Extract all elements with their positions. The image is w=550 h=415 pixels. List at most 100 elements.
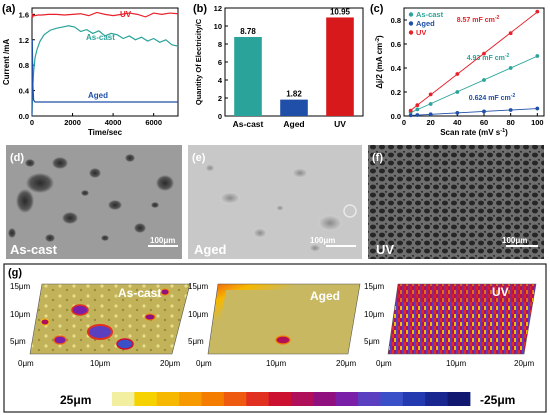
- point-uv-2: [428, 92, 433, 97]
- xtick-label-c-5: 100: [531, 118, 544, 127]
- ytick-label-b-3: 6: [218, 58, 222, 67]
- ytick-label-c-3: 0.6: [391, 40, 401, 49]
- panel-f-letter: (f): [372, 152, 383, 164]
- afm-aged-spot: [275, 335, 291, 345]
- point-uv-3: [455, 72, 460, 76]
- afm-map-uv: UV 15μm 10μm 5μm 0μm 10μm 20μm: [364, 282, 537, 368]
- colorbar-swatch-15: [447, 392, 471, 406]
- afm2-xtick-1: 10μm: [266, 359, 287, 368]
- category-label-uv: UV: [334, 119, 346, 129]
- ytick-label-a-4: 1.6: [19, 10, 29, 19]
- series-label-uv: UV: [120, 10, 132, 19]
- annotation-aged: 0.624 mF cm-2: [469, 93, 516, 102]
- panel-d-letter: (d): [10, 152, 24, 164]
- bar-aged: [280, 99, 308, 116]
- point-as-cast-2: [428, 102, 433, 106]
- plot-frame-c: [403, 7, 545, 117]
- point-aged-5: [508, 108, 513, 112]
- panel-g: (g) As-cast 15μm 10μm 5μm 0μm 10μm 20μm: [0, 262, 550, 415]
- afm1-ytick-0: 15μm: [10, 282, 31, 291]
- point-aged-3: [455, 110, 460, 115]
- ytick-label-a-3: 1.2: [19, 36, 29, 45]
- colorbar-swatch-12: [380, 392, 404, 406]
- colorbar-swatch-14: [425, 392, 449, 406]
- afm3-xtick-0: 0μm: [376, 359, 392, 368]
- afm2-ytick-1: 10μm: [188, 310, 209, 319]
- point-uv-0: [408, 108, 413, 113]
- scale-text-f: 100μm: [502, 236, 527, 245]
- series-line-as-cast: [31, 25, 179, 113]
- sem-as-cast: (d) As-cast 100μm: [6, 145, 182, 259]
- legend-marker-uv: [408, 30, 414, 35]
- legend-marker-aged: [408, 21, 414, 26]
- colorbar-max: 25μm: [60, 393, 91, 407]
- xtick-label-a-1: 2000: [64, 118, 81, 127]
- afm3-ytick-1: 10μm: [364, 310, 385, 319]
- point-as-cast-6: [535, 54, 540, 58]
- series-line-uv: [31, 11, 179, 18]
- colorbar-swatch-3: [179, 392, 202, 406]
- bar-value-aged: 1.82: [286, 90, 302, 99]
- colorbar-swatch-0: [112, 392, 135, 406]
- ytick-label-b-1: 2: [218, 94, 222, 103]
- electricity-bar-chart: (b) 0 2 4 6 8 10 12 Quantity Of Electricity/C 8.7…: [193, 3, 364, 129]
- bar-uv: [326, 17, 354, 117]
- panel-g-letter: (g): [8, 267, 22, 279]
- point-aged-0: [408, 113, 413, 118]
- ytick-label-a-2: 0.8: [19, 61, 29, 70]
- afm-map-as-cast: As-cast 15μm 10μm 5μm 0μm 10μm 20μm: [10, 282, 191, 368]
- sem-aged-label: Aged: [194, 242, 227, 257]
- ytick-label-c-1: 0.2: [391, 88, 401, 97]
- afm1-xtick-2: 20μm: [160, 359, 181, 368]
- ytick-label-b-6: 12: [214, 4, 222, 13]
- scan-rate-chart: (c) 0.0 0.2 0.4 0.6 0.8 0 20 40 60 80 100 Scan rate …: [370, 3, 545, 137]
- afm1-ytick-1: 10μm: [10, 310, 31, 319]
- ytick-label-c-4: 0.8: [391, 16, 401, 25]
- panel-e-letter: (e): [192, 152, 206, 164]
- afm2-ytick-2: 5μm: [188, 337, 204, 346]
- afm3-xtick-1: 10μm: [446, 359, 467, 368]
- afm1-xtick-0: 0μm: [18, 359, 34, 368]
- ytick-label-a-1: 0.4: [19, 87, 30, 96]
- ytick-label-c-0: 0.0: [391, 112, 401, 121]
- xtick-label-c-2: 40: [453, 118, 461, 127]
- annotation-uv: 8.57 mF cm-2: [457, 15, 500, 24]
- ytick-label-b-0: 0: [218, 112, 222, 121]
- afm3-ytick-0: 15μm: [364, 282, 385, 291]
- afm3-ytick-2: 5μm: [364, 337, 380, 346]
- point-aged-2: [428, 112, 433, 117]
- series-label-aged: Aged: [88, 91, 108, 100]
- xtick-label-c-3: 60: [480, 118, 488, 127]
- panel-c: (c) 0.0 0.2 0.4 0.6 0.8 0 20 40 60 80 100 Scan rate …: [370, 0, 550, 140]
- scale-text-d: 100μm: [150, 236, 175, 245]
- point-as-cast-1: [415, 107, 420, 112]
- afm2-xtick-0: 0μm: [196, 359, 212, 368]
- colorbar-swatch-10: [335, 392, 359, 406]
- bar-value-uv: 10.95: [330, 7, 351, 16]
- ytick-label-b-5: 10: [214, 22, 222, 31]
- legend-label-uv: UV: [416, 28, 426, 37]
- sem-aged-spots: [205, 164, 357, 252]
- colorbar-swatch-7: [268, 392, 292, 406]
- ytick-label-b-4: 8: [218, 40, 222, 49]
- afm-as-cast-label: As-cast: [118, 286, 161, 300]
- colorbar-swatch-8: [291, 392, 314, 406]
- category-label-as-cast: As-cast: [233, 119, 264, 129]
- afm1-ytick-2: 5μm: [10, 337, 26, 346]
- sem-uv-label: UV: [376, 242, 394, 257]
- panel-c-letter: (c): [370, 3, 384, 15]
- panel-b-letter: (b): [193, 3, 207, 15]
- colorbar-swatch-11: [358, 392, 381, 406]
- ylabel-a: Current /mA: [2, 39, 11, 85]
- ylabel-b: Quantity Of Electricity/C: [194, 18, 203, 105]
- point-uv-4: [482, 51, 486, 56]
- point-as-cast-3: [455, 90, 460, 94]
- sem-as-cast-label: As-cast: [10, 242, 58, 257]
- xlabel-c: Scan rate (mV s-1): [440, 128, 508, 137]
- afm-maps: (g) As-cast 15μm 10μm 5μm 0μm 10μm 20μm: [3, 263, 547, 413]
- colorbar-swatch-2: [156, 392, 180, 406]
- scale-text-e: 100μm: [310, 236, 335, 245]
- legend-label-as-cast: As-cast: [416, 10, 444, 19]
- ytick-label-a-0: 0.0: [19, 112, 29, 121]
- sem-uv: (f) UV 100μm: [368, 145, 544, 259]
